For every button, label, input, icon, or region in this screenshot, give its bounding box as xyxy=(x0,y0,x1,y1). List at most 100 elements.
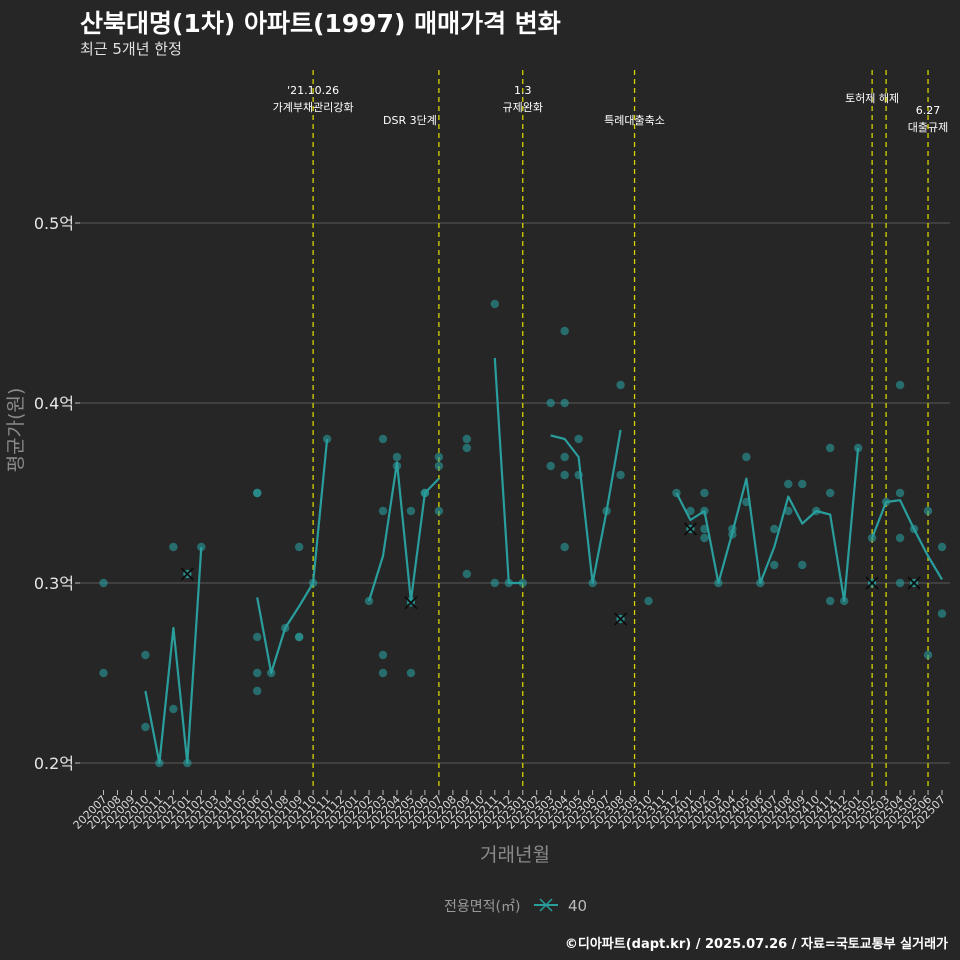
event-label: 토허제 해제 xyxy=(845,91,899,105)
event-label: 규제완화 xyxy=(503,101,543,114)
data-point xyxy=(798,560,807,570)
data-point xyxy=(826,443,835,453)
cross-marker xyxy=(180,567,194,581)
x-axis-title: 거래년월 xyxy=(480,844,550,866)
data-point xyxy=(895,578,905,588)
event-label: 대출규제 xyxy=(908,121,948,134)
data-point xyxy=(560,398,569,408)
trend-lines xyxy=(144,357,943,765)
data-point xyxy=(937,609,947,618)
data-point xyxy=(378,506,388,516)
data-point xyxy=(937,542,947,552)
chart-subtitle: 최근 5개년 한정 xyxy=(80,40,182,58)
legend-cross-icon xyxy=(539,898,553,912)
data-point xyxy=(253,632,262,642)
event-label: 특례대출축소 xyxy=(604,114,665,127)
data-point xyxy=(546,398,555,408)
series-line xyxy=(367,461,440,603)
event-label: 1.3 xyxy=(514,84,532,97)
data-point xyxy=(853,443,863,453)
data-point xyxy=(462,443,472,453)
data-point xyxy=(574,434,583,444)
y-tick-label: 0.4억 xyxy=(34,394,74,413)
data-point xyxy=(253,686,262,696)
data-point xyxy=(462,569,472,579)
data-point xyxy=(686,506,695,516)
data-point xyxy=(560,326,569,336)
data-point xyxy=(406,668,416,678)
data-point xyxy=(560,542,569,552)
data-point xyxy=(462,434,472,444)
data-point xyxy=(895,380,905,390)
data-point xyxy=(490,299,499,309)
data-point xyxy=(672,488,681,498)
data-point xyxy=(770,560,779,570)
cross-marker xyxy=(613,612,628,626)
data-point xyxy=(490,578,499,588)
cross-markers xyxy=(180,522,921,626)
y-tick-label: 0.2억 xyxy=(34,754,74,773)
data-point xyxy=(434,461,444,471)
series-line xyxy=(675,447,860,603)
data-point xyxy=(253,488,262,498)
data-point xyxy=(826,488,835,498)
series-line xyxy=(871,499,943,580)
legend: 전용면적(㎡) 40 xyxy=(444,897,587,915)
data-points xyxy=(99,299,947,768)
data-point xyxy=(294,632,304,642)
x-axis-ticks: 2020072020082020092020102020112020122021… xyxy=(71,790,948,832)
data-point xyxy=(99,668,108,678)
data-point xyxy=(700,488,709,498)
data-point xyxy=(378,434,388,444)
data-point xyxy=(923,650,933,660)
y-axis-ticks: 0.2억 0.3억 0.4억 0.5억 xyxy=(34,214,80,773)
data-point xyxy=(644,596,653,606)
y-tick-label: 0.3억 xyxy=(34,574,74,593)
data-point xyxy=(770,524,779,534)
series-line xyxy=(493,357,523,585)
source-caption: ©디아파트(dapt.kr) / 2025.07.26 / 자료=국토교통부 실… xyxy=(564,937,948,952)
data-point xyxy=(406,506,416,516)
data-point xyxy=(616,470,625,480)
data-point xyxy=(700,533,709,543)
event-label: '21.10.26 xyxy=(287,84,339,97)
cross-marker xyxy=(865,576,879,590)
data-point xyxy=(742,452,751,462)
series-line xyxy=(256,438,329,675)
gridlines xyxy=(80,222,950,764)
event-label: 가계부채관리강화 xyxy=(273,101,354,114)
data-point xyxy=(560,452,569,462)
series-line xyxy=(144,546,203,765)
y-tick-label: 0.5억 xyxy=(34,214,74,233)
data-point xyxy=(141,650,150,660)
cross-marker xyxy=(683,522,698,536)
data-point xyxy=(294,542,304,552)
legend-entry: 40 xyxy=(568,897,587,915)
legend-title: 전용면적(㎡) xyxy=(444,899,520,915)
data-point xyxy=(895,533,905,543)
data-point xyxy=(895,488,905,498)
data-point xyxy=(784,506,793,516)
cross-marker xyxy=(907,576,921,590)
chart-title: 산북대명(1차) 아파트(1997) 매매가격 변화 xyxy=(80,9,561,38)
data-point xyxy=(169,704,178,714)
data-point xyxy=(560,470,569,480)
y-axis-title: 평균가(원) xyxy=(5,388,27,473)
data-point xyxy=(197,542,206,552)
data-point xyxy=(378,668,388,678)
data-point xyxy=(546,461,555,471)
data-point xyxy=(169,542,178,552)
data-point xyxy=(392,452,402,462)
data-point xyxy=(923,506,933,516)
data-point xyxy=(784,479,793,489)
data-point xyxy=(798,479,807,489)
data-point xyxy=(141,722,150,732)
event-label: 6.27 xyxy=(916,104,941,117)
data-point xyxy=(434,452,444,462)
cross-marker xyxy=(404,596,418,610)
data-point xyxy=(253,668,262,678)
data-point xyxy=(378,650,388,660)
data-point xyxy=(616,380,625,390)
